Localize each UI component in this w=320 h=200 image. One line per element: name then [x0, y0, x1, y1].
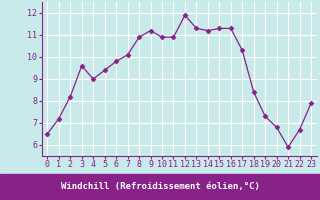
Text: Windchill (Refroidissement éolien,°C): Windchill (Refroidissement éolien,°C) — [60, 182, 260, 192]
